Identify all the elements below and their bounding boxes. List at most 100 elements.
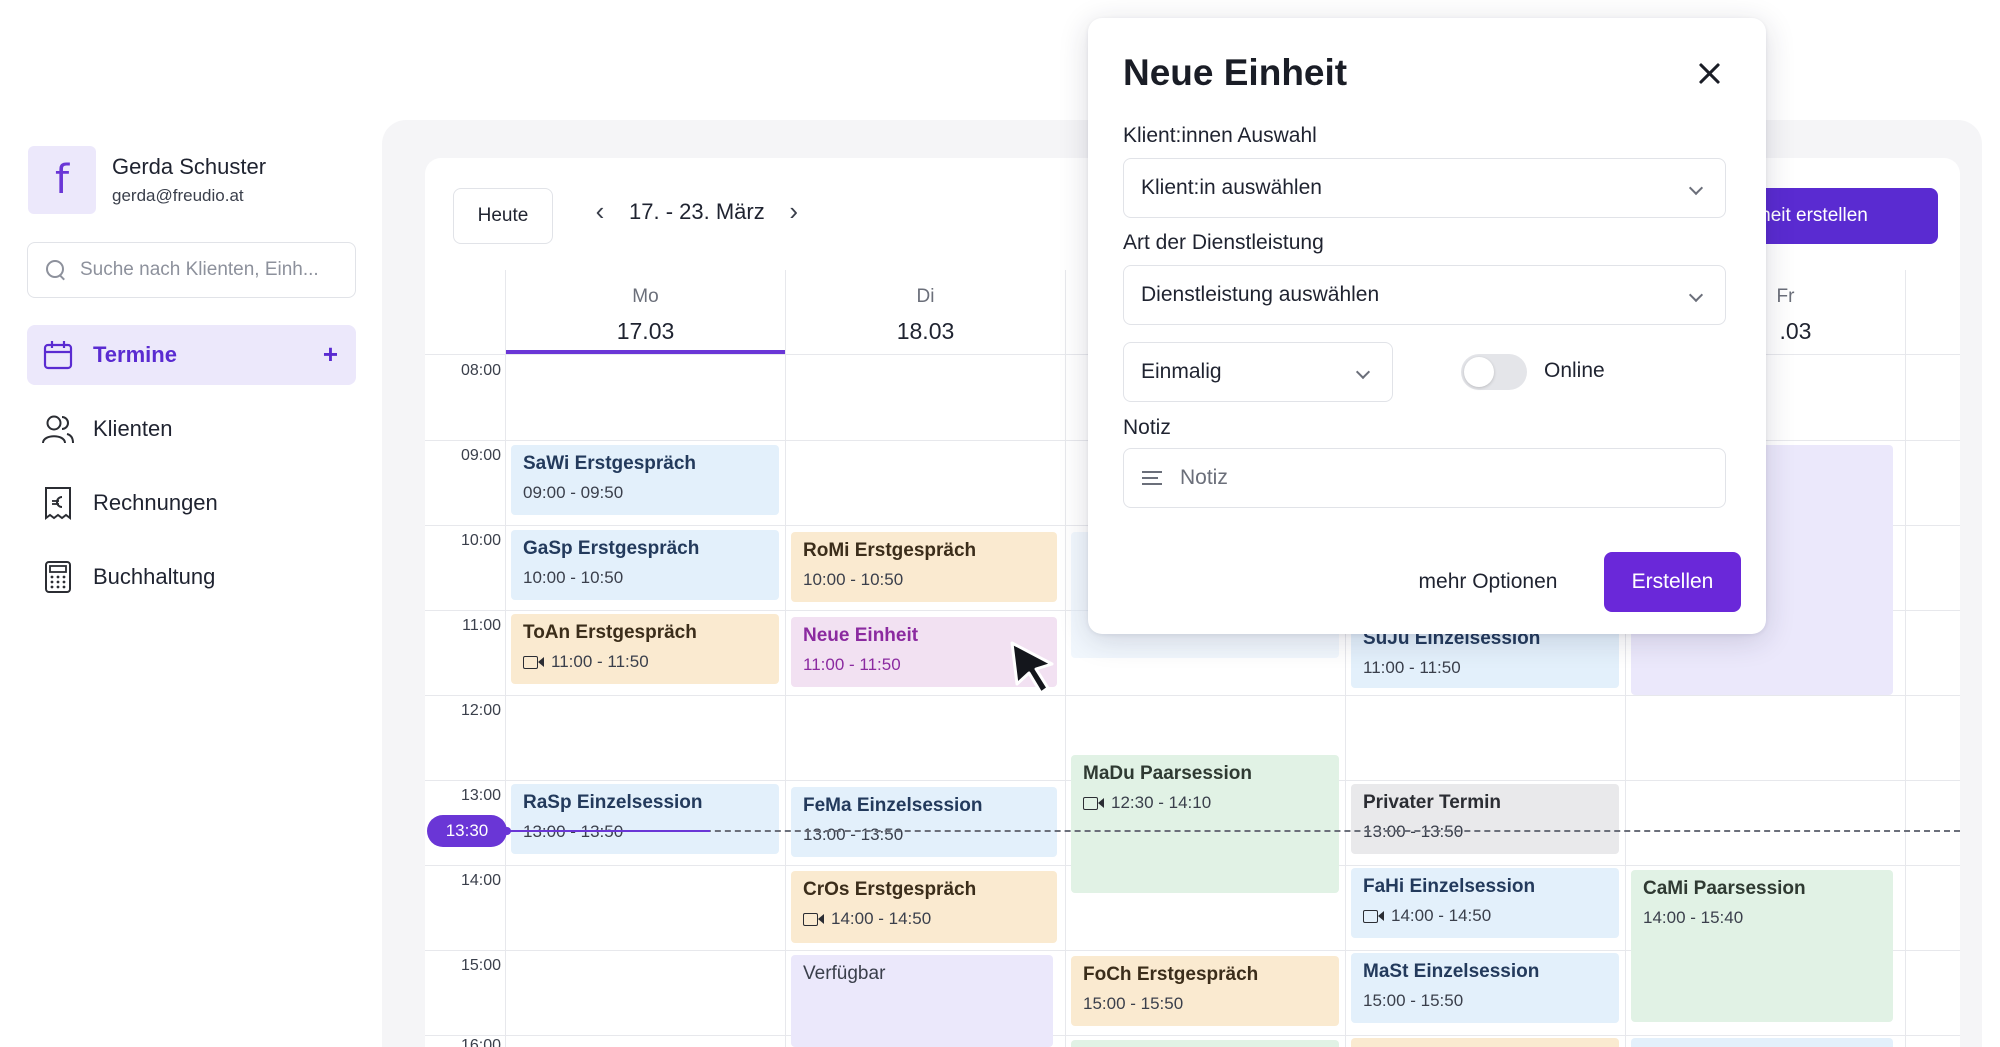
note-label: Notiz: [1123, 416, 1171, 439]
calendar-event[interactable]: SaWi Erstgespräch 09:00 - 09:50: [511, 445, 779, 515]
event-time: 13:00 - 13:50: [1363, 822, 1464, 841]
event-title: FeMa Einzelsession: [803, 795, 983, 816]
day-date: 18.03: [896, 318, 955, 344]
event-title: SaWi Erstgespräch: [523, 453, 697, 474]
column-divider: [1625, 270, 1626, 1047]
avatar: f: [28, 146, 96, 214]
create-button[interactable]: Erstellen: [1604, 552, 1741, 612]
current-time-badge: 13:30: [427, 815, 507, 847]
event-title: RaSp Einzelsession: [523, 792, 703, 813]
calendar-event[interactable]: CaMi Paarsession 14:00 - 15:40: [1631, 870, 1893, 1022]
calendar-event[interactable]: Privater Termin 13:00 - 13:50: [1351, 784, 1619, 854]
day-header-mo[interactable]: Mo 17.03: [505, 270, 785, 354]
nav-item-termine[interactable]: Termine +: [27, 325, 356, 385]
event-title: FoCh Erstgespräch: [1083, 964, 1259, 985]
invoice-euro-icon: [41, 486, 75, 520]
frequency-select[interactable]: Einmalig: [1123, 342, 1393, 402]
client-select[interactable]: Klient:in auswählen: [1123, 158, 1726, 218]
calendar-event[interactable]: MaDu Paarsession 12:30 - 14:10: [1071, 755, 1339, 893]
column-divider: [1345, 270, 1346, 1047]
video-icon: [523, 655, 545, 669]
calendar-event[interactable]: [1071, 1040, 1339, 1047]
column-divider: [505, 270, 506, 1047]
note-field[interactable]: [1123, 448, 1726, 508]
calendar-icon: [41, 338, 75, 372]
current-time-line: [495, 830, 1960, 832]
calendar-event[interactable]: ToAn Erstgespräch 11:00 - 11:50: [511, 614, 779, 684]
service-select[interactable]: Dienstleistung auswählen: [1123, 265, 1726, 325]
day-header-di[interactable]: Di 18.03: [785, 270, 1065, 354]
nav-item-buchhaltung[interactable]: Buchhaltung: [27, 547, 356, 607]
video-icon: [1363, 909, 1385, 923]
event-time: 10:00 - 10:50: [803, 570, 904, 589]
event-title: MaDu Paarsession: [1083, 763, 1252, 784]
nav-item-klienten[interactable]: Klienten: [27, 399, 356, 459]
calculator-icon: [41, 560, 75, 594]
event-time: 13:00 - 13:50: [523, 822, 767, 842]
chevron-left-icon[interactable]: ‹: [595, 196, 605, 226]
calendar-event[interactable]: FaHi Einzelsession 14:00 - 14:50: [1351, 868, 1619, 938]
calendar-event[interactable]: CrOs Erstgespräch 14:00 - 14:50: [791, 871, 1057, 943]
user-name: Gerda Schuster: [112, 154, 267, 179]
event-title: GaSp Erstgespräch: [523, 538, 700, 559]
event-title: Verfügbar: [803, 963, 886, 984]
event-time: 14:00 - 14:50: [1363, 906, 1607, 926]
event-time: 14:00 - 14:50: [803, 909, 1045, 929]
availability-block[interactable]: Verfügbar: [791, 955, 1053, 1047]
calendar-event[interactable]: RaSp Einzelsession 13:00 - 13:50: [511, 784, 779, 854]
current-time-dot: [503, 827, 511, 835]
dialog-title: Neue Einheit: [1123, 52, 1348, 93]
calendar-event[interactable]: GaSp Erstgespräch 10:00 - 10:50: [511, 530, 779, 600]
event-time: 11:00 - 11:50: [1363, 658, 1461, 677]
event-time: 12:30 - 14:10: [1083, 793, 1327, 813]
nav-label-rechnungen: Rechnungen: [93, 490, 218, 515]
chevron-right-icon[interactable]: ›: [789, 196, 799, 226]
event-time: 14:00 - 15:40: [1643, 908, 1744, 927]
time-label: 16:00: [460, 1037, 501, 1047]
users-icon: [41, 412, 75, 446]
time-label: 09:00: [460, 447, 501, 464]
user-profile[interactable]: f Gerda Schuster gerda@freudio.at: [28, 146, 266, 214]
frequency-select-value: Einmalig: [1141, 360, 1222, 383]
draft-event-neue-einheit[interactable]: Neue Einheit 11:00 - 11:50: [791, 617, 1057, 687]
calendar-event[interactable]: MaSt Einzelsession 15:00 - 15:50: [1351, 953, 1619, 1023]
time-label: 11:00: [462, 617, 501, 634]
nav-label-termine: Termine: [93, 342, 177, 367]
week-navigation: ‹ 17. - 23. März ›: [585, 196, 809, 227]
nav-item-rechnungen[interactable]: Rechnungen: [27, 473, 356, 533]
mouse-cursor-icon: [1010, 641, 1054, 695]
column-divider: [785, 270, 786, 1047]
time-label: 12:00: [460, 702, 501, 719]
close-icon[interactable]: [1694, 58, 1724, 88]
day-name: Mo: [632, 286, 659, 307]
add-appointment-icon[interactable]: +: [322, 339, 338, 369]
service-label: Art der Dienstleistung: [1123, 231, 1324, 254]
online-toggle[interactable]: [1461, 354, 1527, 390]
more-options-button[interactable]: mehr Optionen: [1418, 570, 1558, 593]
calendar-event[interactable]: FoCh Erstgespräch 15:00 - 15:50: [1071, 956, 1339, 1026]
event-time: 09:00 - 09:50: [523, 483, 624, 502]
nav-label-buchhaltung: Buchhaltung: [93, 564, 216, 589]
calendar-event[interactable]: [1351, 1038, 1619, 1047]
event-title: Privater Termin: [1363, 792, 1501, 813]
calendar-event[interactable]: [1631, 1038, 1893, 1047]
hour-divider: [425, 950, 1960, 951]
calendar-event[interactable]: RoMi Erstgespräch 10:00 - 10:50: [791, 532, 1057, 602]
week-range: 17. - 23. März: [629, 198, 765, 224]
user-email: gerda@freudio.at: [112, 186, 244, 205]
today-button[interactable]: Heute: [453, 188, 553, 244]
search-input[interactable]: [80, 259, 350, 281]
event-title: CrOs Erstgespräch: [803, 879, 977, 900]
note-input[interactable]: [1180, 466, 1700, 490]
column-divider: [1905, 270, 1906, 1047]
hour-divider: [425, 1035, 1960, 1036]
event-time: 11:00 - 11:50: [803, 655, 901, 674]
current-time-line-today: [495, 830, 710, 832]
profile-text: Gerda Schuster gerda@freudio.at: [112, 154, 266, 206]
event-title: Neue Einheit: [803, 625, 919, 646]
event-time: 15:00 - 15:50: [1083, 994, 1184, 1013]
calendar-event[interactable]: FeMa Einzelsession 13:00 - 13:50: [791, 787, 1057, 857]
search-box[interactable]: [27, 242, 356, 298]
time-label: 15:00: [460, 957, 501, 974]
